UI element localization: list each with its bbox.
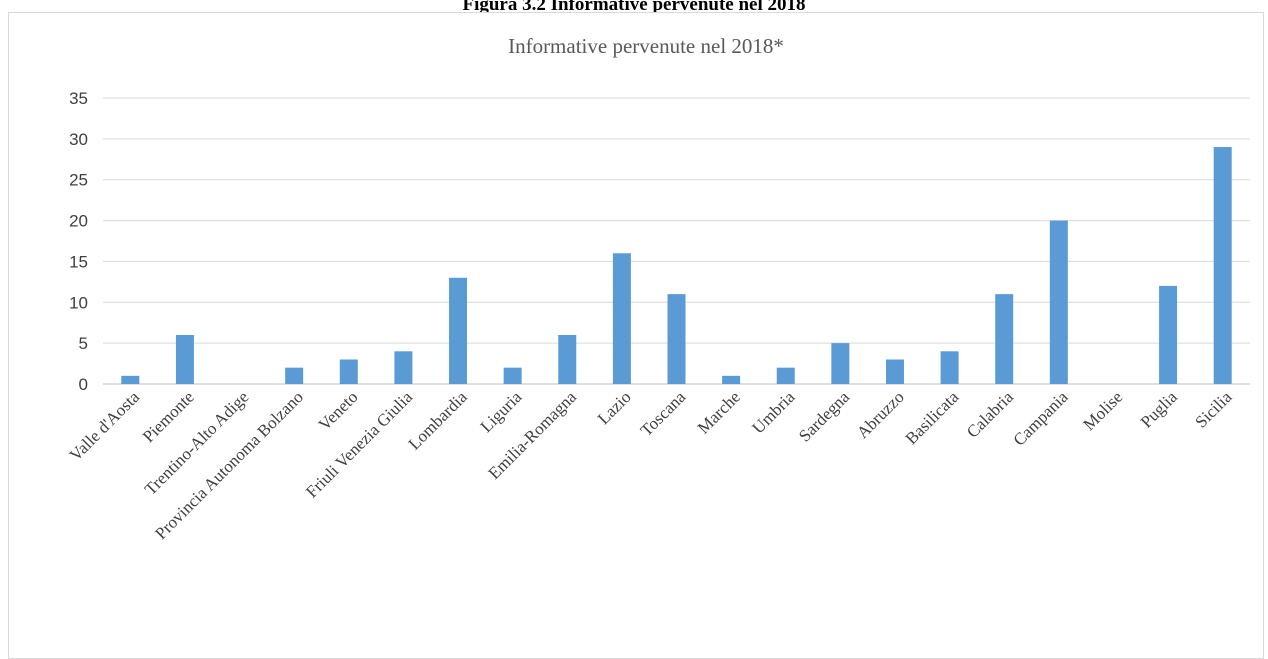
- x-category-label: Puglia: [1137, 387, 1181, 431]
- x-category-label: Lombardia: [405, 387, 471, 453]
- x-category-label: Veneto: [315, 387, 362, 434]
- x-category-label: Sicilia: [1191, 387, 1235, 431]
- y-tick-label: 35: [69, 89, 88, 108]
- bar: [940, 351, 959, 384]
- y-tick-label: 25: [69, 171, 88, 190]
- bar: [667, 294, 686, 384]
- x-category-label: Calabria: [963, 387, 1017, 441]
- y-tick-label: 15: [69, 252, 88, 271]
- x-category-label: Trentino-Alto Adige: [141, 387, 253, 499]
- bar: [885, 359, 904, 384]
- bar: [503, 367, 522, 384]
- bar: [1049, 220, 1068, 384]
- x-category-label: Umbria: [748, 387, 798, 437]
- x-category-label: Campania: [1009, 387, 1071, 449]
- bar: [285, 367, 304, 384]
- bar: [995, 294, 1014, 384]
- figure-caption: Figura 3.2 Informative pervenute nel 201…: [462, 0, 806, 15]
- x-category-label: Molise: [1079, 387, 1126, 434]
- bar: [612, 253, 631, 384]
- x-category-label: Friuli Venezia Giulia: [302, 387, 416, 501]
- x-category-label: Lazio: [594, 387, 635, 428]
- x-category-label: Basilicata: [902, 387, 963, 448]
- bar: [776, 367, 795, 384]
- bar: [121, 375, 140, 384]
- bar: [175, 334, 194, 384]
- bar: [449, 277, 468, 384]
- x-category-label: Toscana: [637, 387, 690, 440]
- y-tick-label: 30: [69, 130, 88, 149]
- x-category-label: Valle d'Aosta: [66, 387, 144, 465]
- y-tick-label: 20: [69, 212, 88, 231]
- bar: [831, 343, 850, 384]
- bar: [558, 334, 577, 384]
- bar: [1213, 147, 1232, 384]
- x-category-label: Sardegna: [795, 387, 853, 445]
- y-axis-tick-labels: 0 5 10 15 20 25 30 35: [69, 89, 88, 394]
- y-tick-label: 0: [79, 375, 88, 394]
- x-category-label: Marche: [694, 387, 744, 437]
- bar: [722, 375, 741, 384]
- bar: [339, 359, 358, 384]
- y-tick-label: 5: [79, 334, 88, 353]
- bars: [121, 147, 1232, 384]
- bar: [1159, 285, 1178, 384]
- x-category-label: Abruzzo: [853, 387, 908, 442]
- x-category-label: Liguria: [477, 387, 526, 436]
- y-tick-label: 10: [69, 293, 88, 312]
- bar: [394, 351, 413, 384]
- chart-title: Informative pervenute nel 2018*: [508, 34, 784, 58]
